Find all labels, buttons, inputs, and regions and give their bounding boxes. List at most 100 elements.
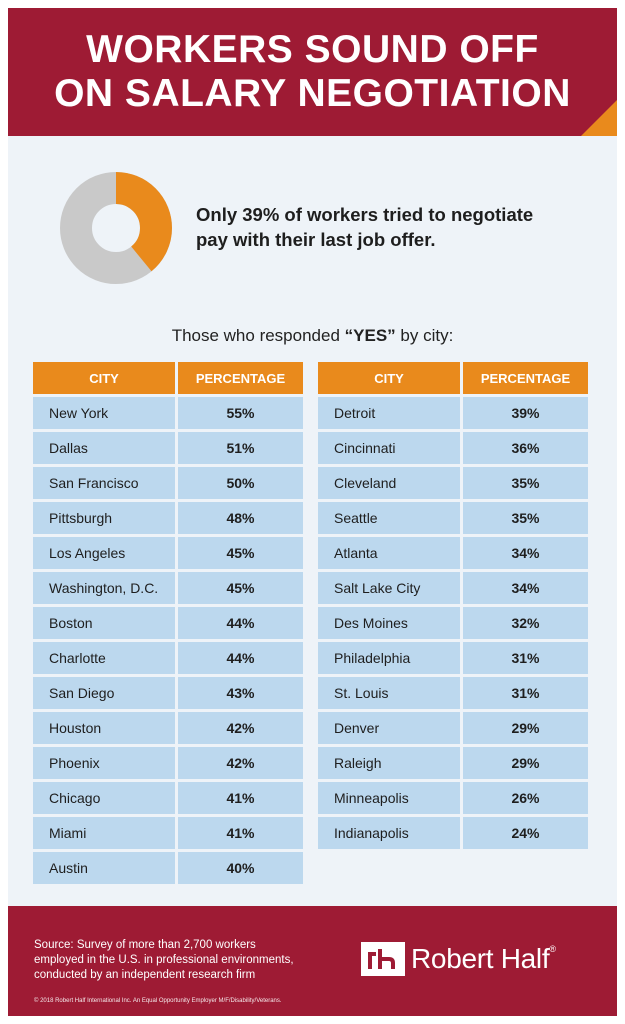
column-header-percentage: PERCENTAGE — [178, 362, 303, 394]
city-cell: Los Angeles — [33, 537, 175, 569]
table-row: Chicago 41% — [33, 782, 303, 814]
table-row: Los Angeles 45% — [33, 537, 303, 569]
table-row: Salt Lake City 34% — [318, 572, 588, 604]
registered-mark: ® — [549, 944, 556, 954]
percentage-cell: 45% — [178, 572, 303, 604]
table-row: San Francisco 50% — [33, 467, 303, 499]
corner-fold — [581, 100, 617, 136]
city-cell: Atlanta — [318, 537, 460, 569]
city-cell: Des Moines — [318, 607, 460, 639]
table-row: St. Louis 31% — [318, 677, 588, 709]
column-header-city: CITY — [33, 362, 175, 394]
table-header-row: CITY PERCENTAGE — [33, 362, 303, 394]
table-row: Austin 40% — [33, 852, 303, 884]
percentage-cell: 55% — [178, 397, 303, 429]
city-cell: San Francisco — [33, 467, 175, 499]
intro-emphasis: “YES” — [344, 326, 396, 345]
city-cell: Salt Lake City — [318, 572, 460, 604]
city-cell: Dallas — [33, 432, 175, 464]
city-cell: Austin — [33, 852, 175, 884]
table-row: Phoenix 42% — [33, 747, 303, 779]
city-cell: New York — [33, 397, 175, 429]
city-cell: Philadelphia — [318, 642, 460, 674]
percentage-cell: 24% — [463, 817, 588, 849]
percentage-cell: 41% — [178, 782, 303, 814]
city-cell: San Diego — [33, 677, 175, 709]
legal-notice: © 2018 Robert Half International Inc. An… — [34, 998, 282, 1004]
table-row: Dallas 51% — [33, 432, 303, 464]
percentage-cell: 26% — [463, 782, 588, 814]
column-header-percentage: PERCENTAGE — [463, 362, 588, 394]
table-row: Boston 44% — [33, 607, 303, 639]
percentage-cell: 34% — [463, 537, 588, 569]
table-row: Denver 29% — [318, 712, 588, 744]
percentage-cell: 29% — [463, 747, 588, 779]
percentage-cell: 44% — [178, 607, 303, 639]
city-cell: Indianapolis — [318, 817, 460, 849]
city-cell: Detroit — [318, 397, 460, 429]
title-line-2: ON SALARY NEGOTIATION — [54, 72, 571, 115]
table-header-row: CITY PERCENTAGE — [318, 362, 588, 394]
percentage-cell: 41% — [178, 817, 303, 849]
column-header-city: CITY — [318, 362, 460, 394]
header-banner: WORKERS SOUND OFF ON SALARY NEGOTIATION — [8, 8, 617, 136]
percentage-cell: 45% — [178, 537, 303, 569]
city-cell: Raleigh — [318, 747, 460, 779]
percentage-cell: 36% — [463, 432, 588, 464]
source-line-2: employed in the U.S. in professional env… — [34, 954, 294, 966]
city-cell: Seattle — [318, 502, 460, 534]
city-cell: Miami — [33, 817, 175, 849]
robert-half-logo: Robert Half ® — [361, 942, 556, 976]
headline-line-2: pay with their last job offer. — [196, 229, 436, 250]
rh-logo-icon — [361, 942, 405, 976]
table-row: Houston 42% — [33, 712, 303, 744]
table-row: Charlotte 44% — [33, 642, 303, 674]
percentage-cell: 42% — [178, 747, 303, 779]
city-cell: Minneapolis — [318, 782, 460, 814]
percentage-cell: 35% — [463, 502, 588, 534]
brand-name: Robert Half — [411, 943, 550, 974]
city-cell: Boston — [33, 607, 175, 639]
table-row: San Diego 43% — [33, 677, 303, 709]
headline-line-1: Only 39% of workers tried to negotiate — [196, 204, 534, 225]
source-note: Source: Survey of more than 2,700 worker… — [34, 938, 324, 983]
table-row: Pittsburgh 48% — [33, 502, 303, 534]
percentage-cell: 50% — [178, 467, 303, 499]
percentage-cell: 44% — [178, 642, 303, 674]
source-line-1: Source: Survey of more than 2,700 worker… — [34, 939, 256, 951]
table-row: Indianapolis 24% — [318, 817, 588, 849]
table-row: Detroit 39% — [318, 397, 588, 429]
city-cell: Charlotte — [33, 642, 175, 674]
table-row: Philadelphia 31% — [318, 642, 588, 674]
table-row: Minneapolis 26% — [318, 782, 588, 814]
city-cell: Washington, D.C. — [33, 572, 175, 604]
city-cell: Phoenix — [33, 747, 175, 779]
percentage-cell: 39% — [463, 397, 588, 429]
table-row: Washington, D.C. 45% — [33, 572, 303, 604]
infographic: WORKERS SOUND OFF ON SALARY NEGOTIATION … — [8, 8, 617, 1016]
table-row: Des Moines 32% — [318, 607, 588, 639]
city-cell: Pittsburgh — [33, 502, 175, 534]
title-line-1: WORKERS SOUND OFF — [86, 28, 539, 71]
table-intro: Those who responded “YES” by city: — [8, 326, 617, 346]
table-row: Cincinnati 36% — [318, 432, 588, 464]
percentage-cell: 40% — [178, 852, 303, 884]
donut-yes-slice — [60, 172, 172, 284]
percentage-cell: 32% — [463, 607, 588, 639]
intro-after: by city: — [395, 326, 454, 345]
percentage-cell: 51% — [178, 432, 303, 464]
percentage-cell: 43% — [178, 677, 303, 709]
city-cell: Chicago — [33, 782, 175, 814]
table-row: Atlanta 34% — [318, 537, 588, 569]
table-row: Cleveland 35% — [318, 467, 588, 499]
percentage-cell: 29% — [463, 712, 588, 744]
percentage-cell: 34% — [463, 572, 588, 604]
source-line-3: conducted by an independent research fir… — [34, 969, 256, 981]
percentage-cell: 48% — [178, 502, 303, 534]
city-cell: Cincinnati — [318, 432, 460, 464]
city-cell: Cleveland — [318, 467, 460, 499]
table-row: Seattle 35% — [318, 502, 588, 534]
footer-banner: Source: Survey of more than 2,700 worker… — [8, 906, 617, 1016]
city-table-left: CITY PERCENTAGE New York 55% Dallas 51% San … — [33, 362, 303, 887]
percentage-cell: 31% — [463, 677, 588, 709]
